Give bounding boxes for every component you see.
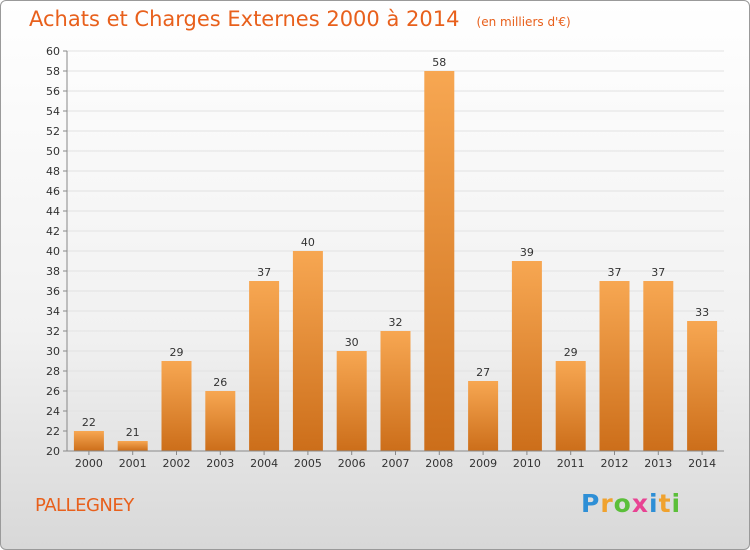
x-tick-label: 2007	[382, 457, 410, 470]
y-tick-label: 50	[46, 145, 60, 158]
bar	[73, 431, 104, 451]
x-tick-label: 2014	[688, 457, 716, 470]
x-tick-label: 2009	[469, 457, 497, 470]
bar-value-label: 37	[257, 266, 271, 279]
y-tick-label: 46	[46, 185, 60, 198]
bar-value-label: 30	[345, 336, 359, 349]
bar	[687, 321, 718, 451]
bar-value-label: 26	[213, 376, 227, 389]
bar-value-label: 33	[695, 306, 709, 319]
bar-value-label: 22	[82, 416, 96, 429]
y-tick-label: 36	[46, 285, 60, 298]
x-tick-label: 2013	[644, 457, 672, 470]
bar-value-label: 37	[608, 266, 622, 279]
bar	[643, 281, 674, 451]
x-tick-label: 2005	[294, 457, 322, 470]
y-tick-label: 24	[46, 405, 60, 418]
proxiti-logo: Proxiti	[581, 489, 681, 518]
bar-value-label: 58	[432, 56, 446, 69]
y-tick-label: 42	[46, 225, 60, 238]
logo-letter: x	[631, 489, 649, 518]
chart-title: Achats et Charges Externes 2000 à 2014 (…	[29, 7, 571, 31]
commune-name: PALLEGNEY	[35, 495, 134, 516]
labels: 20 22 24 26 28 30 32 34 36 38 40 42 44 46 48 50 52 54 56 58…	[46, 45, 716, 470]
y-tick-label: 22	[46, 425, 60, 438]
y-tick-label: 60	[46, 45, 60, 58]
x-tick-label: 2008	[425, 457, 453, 470]
y-tick-label: 58	[46, 65, 60, 78]
bar	[292, 251, 323, 451]
x-tick-label: 2004	[250, 457, 278, 470]
y-tick-label: 38	[46, 265, 60, 278]
bar	[161, 361, 192, 451]
x-tick-label: 2002	[163, 457, 191, 470]
bar	[249, 281, 280, 451]
x-tick-label: 2006	[338, 457, 366, 470]
y-tick-label: 26	[46, 385, 60, 398]
y-tick-label: 52	[46, 125, 60, 138]
x-tick-label: 2000	[75, 457, 103, 470]
bar-value-label: 37	[651, 266, 665, 279]
bar-value-label: 40	[301, 236, 315, 249]
y-tick-label: 56	[46, 85, 60, 98]
logo-letter: o	[613, 489, 632, 518]
logo-letter: P	[581, 489, 601, 518]
y-tick-label: 48	[46, 165, 60, 178]
bar	[599, 281, 630, 451]
x-tick-label: 2003	[206, 457, 234, 470]
logo-letter: r	[600, 489, 614, 518]
bar	[555, 361, 586, 451]
y-tick-label: 34	[46, 305, 60, 318]
logo-letter: t	[658, 489, 672, 518]
bar	[336, 351, 367, 451]
x-tick-label: 2001	[119, 457, 147, 470]
logo-letter: i	[649, 489, 659, 518]
bar	[205, 391, 236, 451]
bars	[73, 71, 718, 451]
title-unit: (en milliers d'€)	[476, 15, 571, 29]
axes	[63, 50, 724, 455]
bar	[424, 71, 455, 451]
y-tick-label: 20	[46, 445, 60, 458]
bar	[511, 261, 542, 451]
y-tick-label: 28	[46, 365, 60, 378]
y-tick-label: 30	[46, 345, 60, 358]
x-tick-label: 2012	[601, 457, 629, 470]
bar-value-label: 29	[564, 346, 578, 359]
y-tick-label: 44	[46, 205, 60, 218]
title-text: Achats et Charges Externes 2000 à 2014	[29, 7, 460, 31]
bar-value-label: 32	[389, 316, 403, 329]
bar-value-label: 21	[126, 426, 140, 439]
y-tick-label: 40	[46, 245, 60, 258]
bar	[117, 441, 148, 451]
y-tick-label: 32	[46, 325, 60, 338]
y-tick-label: 54	[46, 105, 60, 118]
bar	[380, 331, 411, 451]
bar-value-label: 29	[170, 346, 184, 359]
bar-value-label: 39	[520, 246, 534, 259]
bar	[468, 381, 499, 451]
logo-letter: i	[671, 489, 682, 518]
x-tick-label: 2010	[513, 457, 541, 470]
bar-value-label: 27	[476, 366, 490, 379]
x-tick-label: 2011	[557, 457, 585, 470]
